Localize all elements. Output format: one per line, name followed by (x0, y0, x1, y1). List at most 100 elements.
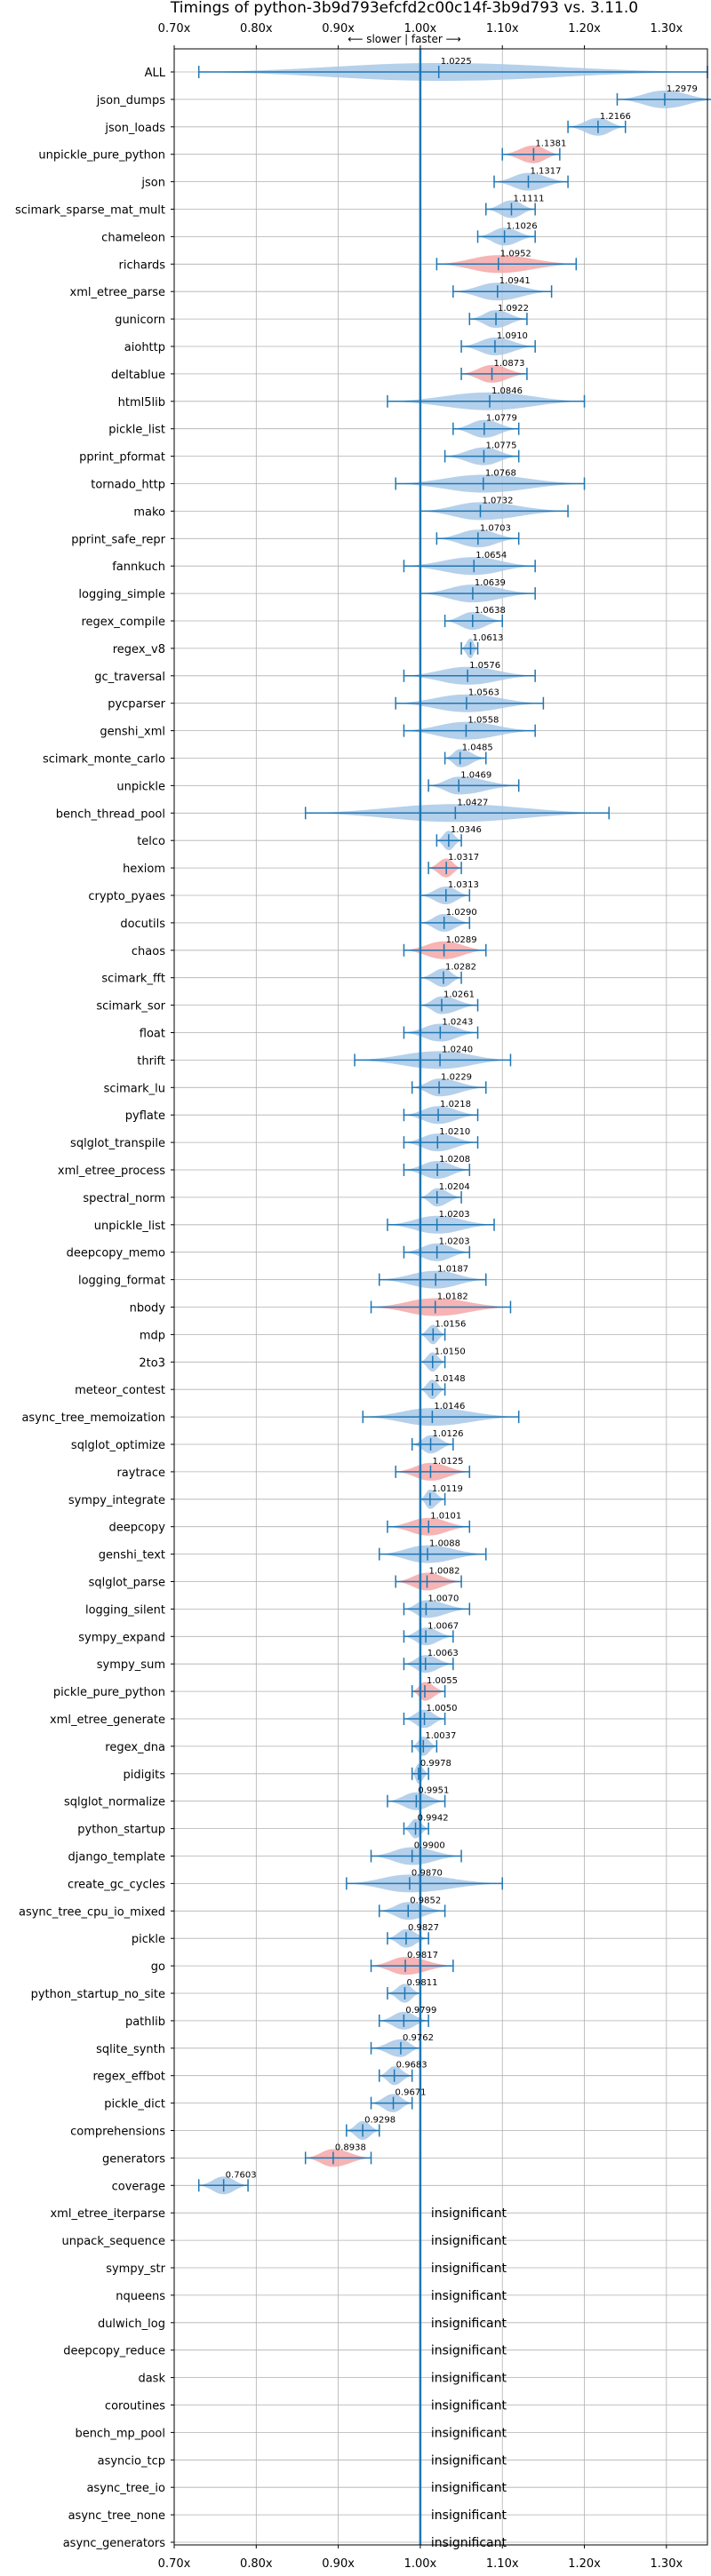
x-tick-label-bottom: 1.30x (651, 2557, 683, 2571)
category-label: pathlib (125, 2015, 165, 2029)
category-label: bench_thread_pool (56, 807, 165, 821)
value-label: 0.7603 (226, 2170, 257, 2180)
category-label: pyflate (125, 1109, 165, 1123)
value-label: 1.0218 (440, 1100, 471, 1109)
category-label: create_gc_cycles (68, 1878, 165, 1891)
x-tick-label-top: 1.00x (404, 22, 437, 36)
value-label: 1.0873 (494, 359, 525, 369)
x-tick-label-bottom: 1.10x (486, 2557, 519, 2571)
value-label: 1.0203 (439, 1210, 470, 1220)
category-label: json_dumps (96, 94, 165, 107)
category-label: xml_etree_iterparse (50, 2207, 165, 2221)
value-label: 1.0639 (475, 578, 506, 588)
value-label: 1.0638 (475, 606, 506, 616)
value-label: 1.0082 (428, 1567, 459, 1577)
category-label: sqlglot_normalize (64, 1796, 165, 1809)
chart-title: Timings of python-3b9d793efcfd2c00c14f-3… (170, 0, 638, 17)
insignificant-label: insignificant (431, 2234, 507, 2248)
category-label: python_startup (77, 1824, 165, 1837)
value-label: 1.0225 (441, 57, 472, 67)
category-label: unpickle_pure_python (38, 149, 165, 163)
x-tick-label-bottom: 1.20x (568, 2557, 601, 2571)
category-label: asyncio_tcp (98, 2454, 165, 2468)
value-label: 1.0156 (435, 1319, 466, 1329)
category-label: chameleon (101, 231, 165, 244)
category-label: unpack_sequence (61, 2235, 165, 2248)
category-label: regex_compile (81, 616, 165, 629)
value-label: 1.1026 (507, 221, 538, 231)
value-label: 1.0067 (427, 1621, 459, 1631)
value-label: 1.0243 (442, 1018, 473, 1028)
value-label: 1.0346 (451, 825, 482, 835)
x-tick-label-top: 0.70x (158, 22, 191, 36)
category-label: richards (119, 258, 166, 272)
value-label: 0.9951 (418, 1786, 449, 1796)
value-label: 1.0063 (427, 1649, 459, 1658)
insignificant-label: insignificant (431, 2289, 507, 2303)
category-label: regex_v8 (113, 643, 165, 656)
value-label: 1.0148 (435, 1374, 466, 1384)
category-label: gunicorn (115, 314, 165, 327)
value-label: 1.0261 (443, 990, 475, 1000)
category-label: raytrace (116, 1467, 165, 1480)
category-label: deepcopy (108, 1522, 165, 1535)
category-label: deltablue (111, 369, 165, 382)
value-label: 1.0229 (441, 1072, 472, 1082)
category-label: scimark_sor (96, 1000, 165, 1014)
insignificant-label: insignificant (431, 2344, 507, 2358)
category-label: pprint_pformat (79, 451, 165, 465)
value-label: 1.0203 (439, 1237, 470, 1247)
category-label: json_loads (104, 122, 165, 135)
category-label: thrift (137, 1054, 165, 1068)
category-label: meteor_contest (75, 1384, 165, 1397)
category-label: genshi_xml (100, 726, 165, 739)
range-bars (197, 66, 711, 2192)
category-label: sqlglot_parse (89, 1577, 165, 1590)
value-label: 1.1317 (530, 167, 561, 177)
category-label: nqueens (116, 2290, 165, 2303)
insignificant-label: insignificant (431, 2372, 507, 2386)
category-label: pidigits (124, 1769, 166, 1782)
value-label: 1.0289 (446, 935, 477, 945)
category-label: python_startup_no_site (31, 1988, 165, 2001)
category-label: fannkuch (112, 561, 165, 574)
value-label: 1.0208 (439, 1155, 470, 1165)
category-label: dulwich_log (98, 2318, 165, 2331)
value-label: 0.9671 (395, 2088, 427, 2098)
category-label: regex_dna (105, 1741, 165, 1754)
value-label: 1.0775 (485, 441, 516, 451)
x-tick-label-bottom: 1.00x (404, 2557, 437, 2571)
value-label: 1.0210 (439, 1127, 470, 1137)
plot-frame (173, 48, 708, 2546)
value-label: 1.0070 (427, 1594, 459, 1603)
value-label: 1.0732 (482, 496, 513, 505)
value-label: 1.0101 (430, 1512, 461, 1522)
category-label: ALL (145, 67, 166, 80)
category-label: sympy_sum (97, 1658, 165, 1672)
value-label: 1.0779 (486, 414, 517, 424)
value-label: 0.8938 (335, 2143, 366, 2152)
value-label: 1.0182 (437, 1292, 468, 1302)
category-label: sympy_expand (78, 1631, 165, 1644)
category-label: pprint_safe_repr (71, 533, 165, 546)
category-label: coverage (112, 2180, 165, 2193)
value-label: 0.9298 (364, 2116, 395, 2126)
x-tick-label-top: 0.90x (322, 22, 355, 36)
value-label: 1.0290 (446, 908, 477, 918)
category-label: scimark_monte_carlo (43, 753, 165, 767)
category-label: django_template (68, 1851, 165, 1864)
insignificant-label: insignificant (431, 2317, 507, 2331)
value-label: 1.0563 (468, 688, 499, 698)
value-label: 1.2979 (667, 84, 698, 94)
value-label: 1.0846 (491, 386, 523, 396)
insignificant-label: insignificant (431, 2536, 507, 2550)
category-label: async_tree_none (68, 2509, 165, 2523)
value-label: 1.0703 (480, 523, 511, 533)
category-label: async_tree_io (86, 2482, 165, 2495)
category-label: pickle_list (108, 424, 165, 437)
value-label: 1.0576 (469, 661, 500, 671)
value-label: 1.1381 (535, 139, 566, 149)
value-label: 0.9762 (403, 2033, 434, 2043)
x-tick-label-top: 1.20x (568, 22, 601, 36)
